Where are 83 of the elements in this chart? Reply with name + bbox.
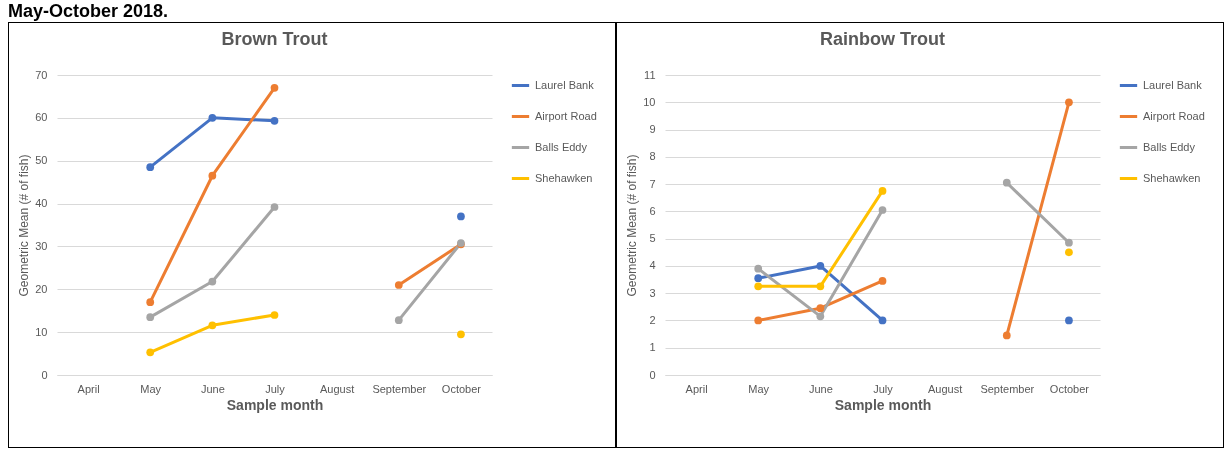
y-tick-label: 5 — [649, 232, 656, 245]
point — [394, 316, 403, 325]
point — [754, 316, 763, 325]
x-tick-label: June — [808, 382, 833, 395]
point — [1002, 178, 1011, 187]
x-tick-label: October — [1049, 382, 1090, 395]
point — [270, 83, 279, 92]
y-tick-label: 20 — [35, 282, 48, 295]
x-tick-label: June — [200, 382, 225, 395]
y-axis-title: Geometric Mean (# of fish) — [625, 154, 640, 297]
point — [146, 298, 155, 307]
y-tick-label: 6 — [649, 204, 656, 217]
y-tick-label: 11 — [644, 68, 656, 81]
x-tick-label: July — [873, 382, 894, 395]
y-tick-label: 10 — [35, 325, 48, 338]
legend-label: Laurel Bank — [1143, 78, 1203, 91]
y-tick-label: 70 — [35, 68, 48, 81]
y-tick-label: 8 — [649, 150, 656, 163]
point — [816, 282, 825, 291]
y-tick-label: 2 — [649, 313, 656, 326]
point — [270, 311, 279, 319]
point — [754, 274, 763, 283]
y-tick-label: 30 — [35, 239, 48, 252]
x-tick-label: October — [441, 382, 482, 395]
x-tick-label: July — [265, 382, 286, 395]
point — [1065, 238, 1073, 247]
legend-label: Balls Eddy — [535, 140, 588, 153]
chart-title: Rainbow Trout — [820, 29, 945, 49]
legend-label: Shehawken — [535, 171, 593, 184]
point — [146, 348, 155, 357]
y-tick-label: 3 — [649, 286, 656, 299]
point — [1065, 316, 1073, 325]
x-tick-label: April — [685, 382, 708, 395]
point — [270, 116, 279, 125]
point — [1065, 248, 1073, 257]
point — [146, 163, 155, 172]
y-tick-label: 0 — [41, 368, 48, 381]
legend-label: Airport Road — [1143, 109, 1205, 122]
x-tick-label: August — [928, 382, 963, 395]
y-tick-label: 7 — [649, 177, 656, 190]
y-tick-label: 0 — [649, 368, 656, 381]
point — [878, 277, 887, 285]
x-tick-label: September — [980, 382, 1035, 395]
point — [270, 203, 279, 211]
y-tick-label: 4 — [649, 259, 656, 272]
point — [754, 282, 763, 291]
text: May-October 2018. — [7, 0, 170, 22]
x-tick-label: August — [320, 382, 355, 395]
x-tick-label: May — [748, 382, 770, 395]
legend-label: Laurel Bank — [535, 78, 595, 91]
x-tick-label: April — [77, 382, 100, 395]
x-tick-label: May — [140, 382, 162, 395]
chart-title: Brown Trout — [221, 29, 328, 49]
y-tick-label: 50 — [35, 154, 48, 167]
x-axis-title: Sample month — [834, 396, 932, 413]
x-axis-title: Sample month — [226, 396, 324, 413]
y-axis-title: Geometric Mean (# of fish) — [17, 154, 32, 297]
point — [394, 281, 403, 289]
x-tick-label: September — [372, 382, 427, 395]
y-tick-label: 40 — [35, 197, 48, 210]
point — [754, 264, 763, 273]
point — [208, 171, 217, 180]
y-tick-label: 60 — [35, 111, 48, 124]
y-tick-label: 10 — [643, 95, 656, 108]
point — [878, 187, 887, 195]
point — [1065, 98, 1073, 107]
point — [208, 277, 217, 286]
point — [146, 313, 155, 322]
legend-label: Shehawken — [1143, 171, 1201, 184]
point — [878, 206, 887, 214]
point — [816, 262, 825, 270]
point — [457, 212, 465, 221]
point — [208, 321, 217, 330]
point — [816, 304, 825, 313]
point — [878, 316, 887, 325]
point — [208, 113, 217, 122]
legend-label: Airport Road — [535, 109, 597, 122]
point — [1002, 331, 1011, 340]
point — [816, 312, 825, 321]
point — [457, 330, 465, 339]
y-tick-label: 9 — [649, 123, 656, 136]
legend-label: Balls Eddy — [1143, 140, 1196, 153]
y-tick-label: 1 — [649, 341, 656, 354]
